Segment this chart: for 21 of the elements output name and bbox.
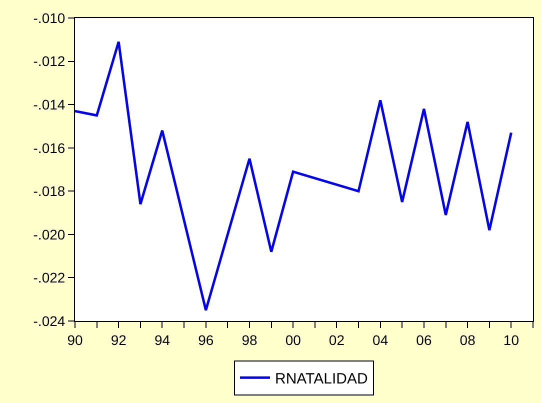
y-tick-label: -.014 [33,96,66,112]
x-tick-label: 98 [242,332,258,348]
x-tick-label: 08 [460,332,476,348]
x-tick-label: 94 [154,332,170,348]
x-tick-label: 92 [110,332,127,348]
line-series [75,40,512,312]
x-tick-label: 96 [198,332,214,348]
legend-label: RNATALIDAD [275,370,368,388]
x-tick-label: 04 [372,332,388,348]
y-tick-label: -.024 [33,312,66,329]
x-tick-label: 02 [328,332,345,348]
x-tick-label: 90 [67,332,83,348]
y-tick-label: -.010 [33,10,66,26]
x-tick-label: 00 [285,332,302,348]
y-tick-label: -.016 [33,140,66,156]
x-tick-label: 06 [416,332,432,348]
y-tick-label: -.022 [33,270,66,286]
y-tick-label: -.012 [33,53,66,70]
y-tick-label: -.018 [33,183,66,200]
x-tick-label: 10 [503,332,520,348]
y-tick-label: -.020 [33,226,66,242]
